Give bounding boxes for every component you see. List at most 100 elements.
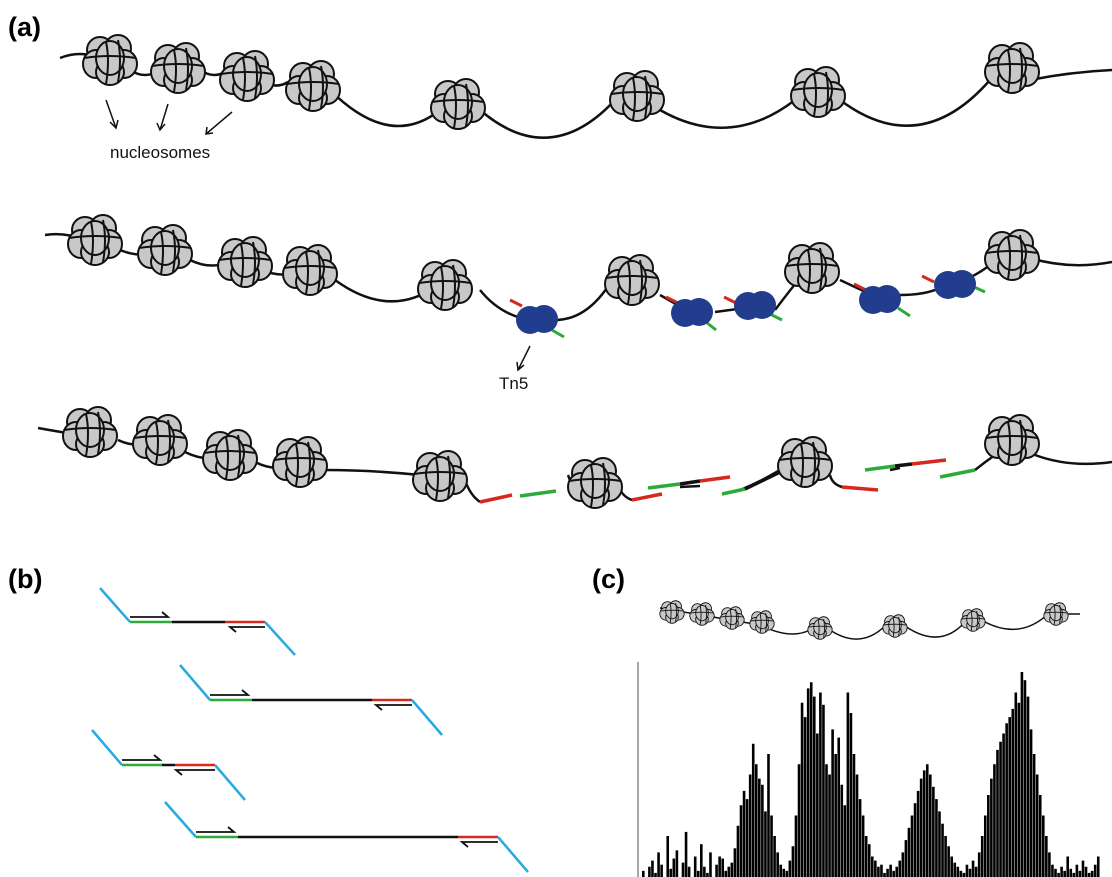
coverage-bar [812,696,816,877]
coverage-bar [855,774,859,877]
coverage-bar [1026,696,1030,877]
coverage-bar [819,692,822,877]
coverage-bar [904,840,908,877]
nucleosome-icon [82,34,138,86]
coverage-bar [642,870,645,877]
coverage-bar [1081,860,1085,877]
coverage-bar [825,764,828,877]
coverage-bar [754,764,758,877]
tn5-icon [859,285,901,314]
coverage-bar [871,856,874,877]
nucleosome-icon [719,606,745,630]
coverage-bar [733,848,737,877]
coverage-bar [1029,729,1033,877]
coverage-bar [916,790,920,877]
coverage-bar [834,754,837,877]
coverage-bar [913,803,917,877]
coverage-bar [809,682,813,877]
coverage-bar [1023,680,1027,877]
coverage-bar [971,860,975,877]
coverage-bar [953,862,957,877]
coverage-bar [660,864,663,877]
tn5-icon [934,270,976,299]
coverage-bar [816,733,819,877]
arrow-icon [105,99,233,135]
panel-a-row-1 [59,34,1112,139]
arrow-icon [516,345,531,372]
coverage-bar [901,852,905,877]
panel-label-b: (b) [8,564,43,594]
coverage-bar [950,856,953,877]
panel-a-row-2 [44,214,1112,372]
coverage-bar [852,754,856,877]
coverage-bar [1090,870,1094,877]
nucleosome-icon [604,254,660,306]
coverage-bar [861,815,865,877]
coverage-bar [782,868,786,877]
tagmented-fragments [479,458,976,504]
coverage-bar [718,856,721,877]
coverage-bar [944,836,947,877]
coverage-bar [1051,864,1054,877]
tn5-icon [734,291,776,320]
coverage-bar [922,770,926,877]
coverage-bar [956,866,960,877]
nucleosome-icon [567,457,623,509]
nucleosome-icon [217,236,273,288]
coverage-bar [764,811,767,877]
coverage-bar [657,852,660,877]
nucleosome-icon [132,414,188,466]
coverage-bar [883,872,886,877]
nucleosome-icon [417,259,473,311]
coverage-bar [730,862,734,877]
coverage-bar [1084,866,1088,877]
dna-strand [59,52,1112,139]
coverage-bar [1032,754,1036,877]
coverage-bar [779,864,782,877]
coverage-bar [745,799,749,877]
coverage-bar [837,737,841,877]
coverage-bar [669,868,673,877]
coverage-bar [785,870,789,877]
nucleosome-icon [67,214,123,266]
nucleosomes-label: nucleosomes [110,143,211,162]
coverage-bar [996,749,999,877]
nucleosome-icon [984,414,1040,466]
coverage-bar [666,836,670,877]
coverage-bar [886,868,889,877]
coverage-bar [1048,852,1051,877]
tn5-label: Tn5 [499,374,529,393]
panel-label-a: (a) [8,12,41,42]
coverage-bar [980,836,984,877]
coverage-bar [1011,708,1015,877]
coverage-bar [892,870,895,877]
nucleosome-icon [609,70,665,122]
coverage-bar [898,860,902,877]
coverage-bar [974,866,978,877]
coverage-bars [642,672,1100,877]
coverage-bar [648,866,651,877]
nucleosome-icon [1043,602,1069,626]
coverage-bar [770,815,773,877]
fragment [99,587,296,656]
nucleosome-icon [790,66,846,118]
coverage-bar [1020,672,1024,877]
coverage-bar [959,870,963,877]
nucleosome-icon [777,436,833,488]
coverage-bar [751,743,755,877]
coverage-bar [675,850,679,877]
coverage-bar [1008,717,1011,877]
nucleosome-icon [285,60,341,112]
coverage-bar [788,860,792,877]
coverage-bar [867,844,871,877]
coverage-bar [993,764,996,877]
coverage-bar [1005,723,1008,877]
coverage-bar [767,754,770,877]
coverage-bar [1038,795,1042,877]
coverage-bar [791,846,795,877]
nucleosome-icon [272,436,328,488]
coverage-bar [999,741,1002,877]
coverage-bar [773,836,776,877]
coverage-bar [1063,870,1066,877]
coverage-bar [748,774,752,877]
